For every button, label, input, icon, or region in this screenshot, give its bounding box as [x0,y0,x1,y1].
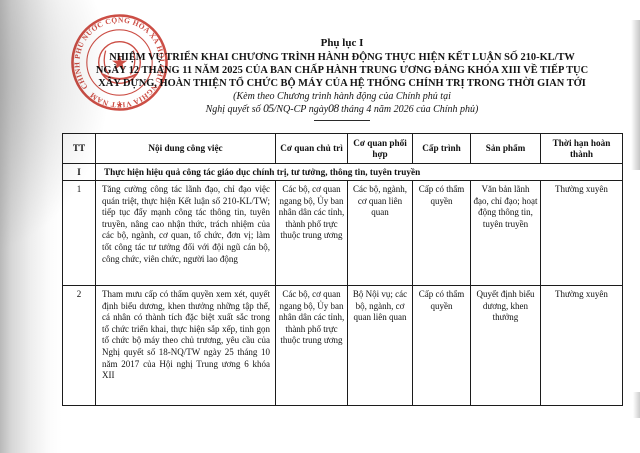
handwritten-resolution-number: 05 [263,103,274,115]
row-number: 1 [62,180,96,286]
task-description: Tăng cường công tác lãnh đạo, chỉ đạo vi… [95,180,276,286]
coordinating-agency: Các bộ, ngành, cơ quan liên quan [347,180,413,286]
column-header-task: Nội dung công việc [95,133,276,164]
column-header-coordinating-agency: Cơ quan phối hợp [347,133,413,164]
column-header-submission-level: Cấp trình [412,133,471,164]
lead-agency: Các bộ, cơ quan ngang bộ, Ủy ban nhân dâ… [275,180,348,286]
product: Quyết định biểu dương, khen thưởng [470,285,541,406]
subtitle-mid: /NQ-CP ngày [273,104,329,115]
document-title-line-3: XÂY DỰNG, HOÀN THIỆN TỔ CHỨC BỘ MÁY CỦA … [98,78,586,89]
deadline: Thường xuyên [540,285,623,406]
deadline: Thường xuyên [540,180,623,286]
subtitle-suffix: tháng 4 năm 2026 của Chính phủ) [338,104,479,115]
task-table-header: TT Nội dung công việc Cơ quan chủ trì Cơ… [62,133,623,164]
scan-shadow-right-lower [633,392,640,418]
coordinating-agency: Bộ Nội vụ; các bộ, ngành, cơ quan liên q… [347,285,413,406]
document-subtitle-line-1: (Kèm theo Chương trình hành động của Chí… [233,91,451,102]
document-subtitle-line-2: Nghị quyết số 05/NQ-CP ngày08 tháng 4 nă… [58,103,626,116]
subtitle-prefix: Nghị quyết số [205,104,264,115]
header-row: TT Nội dung công việc Cơ quan chủ trì Cơ… [62,133,623,164]
submission-level: Cấp có thẩm quyền [412,180,471,286]
task-table: TT Nội dung công việc Cơ quan chủ trì Cơ… [62,133,623,406]
column-header-deadline: Thời hạn hoàn thành [540,133,623,164]
table-row: 1 Tăng cường công tác lãnh đạo, chỉ đạo … [62,180,623,286]
table-row: 2 Tham mưu cấp có thẩm quyền xem xét, qu… [62,285,623,406]
document-title-line-2: NGÀY 12 THÁNG 11 NĂM 2025 CỦA BAN CHẤP H… [95,65,589,76]
document-title-line-1: NHIỆM VỤ TRIỂN KHAI CHƯƠNG TRÌNH HÀNH ĐỘ… [109,52,575,63]
submission-level: Cấp có thẩm quyền [412,285,471,406]
row-number: 2 [62,285,96,406]
lead-agency: Các bộ, cơ quan ngang bộ, Ủy ban nhân dâ… [275,285,348,406]
column-header-tt: TT [62,133,96,164]
product: Văn bản lãnh đạo, chỉ đạo; hoạt động thô… [470,180,541,286]
column-header-lead-agency: Cơ quan chủ trì [275,133,348,164]
column-header-product: Sản phẩm [470,133,541,164]
handwritten-day-number: 08 [328,103,339,115]
task-description: Tham mưu cấp có thẩm quyền xem xét, quyế… [95,285,276,406]
header-divider [314,120,370,121]
section-number: I [62,163,96,181]
section-title: Thực hiện hiệu quả công tác giáo dục chí… [95,163,623,181]
document-header: Phụ lục I NHIỆM VỤ TRIỂN KHAI CHƯƠNG TRÌ… [58,37,626,121]
appendix-label: Phụ lục I [320,37,364,49]
section-row: I Thực hiện hiệu quả công tác giáo dục c… [62,163,623,181]
scan-shadow-right [631,20,640,170]
